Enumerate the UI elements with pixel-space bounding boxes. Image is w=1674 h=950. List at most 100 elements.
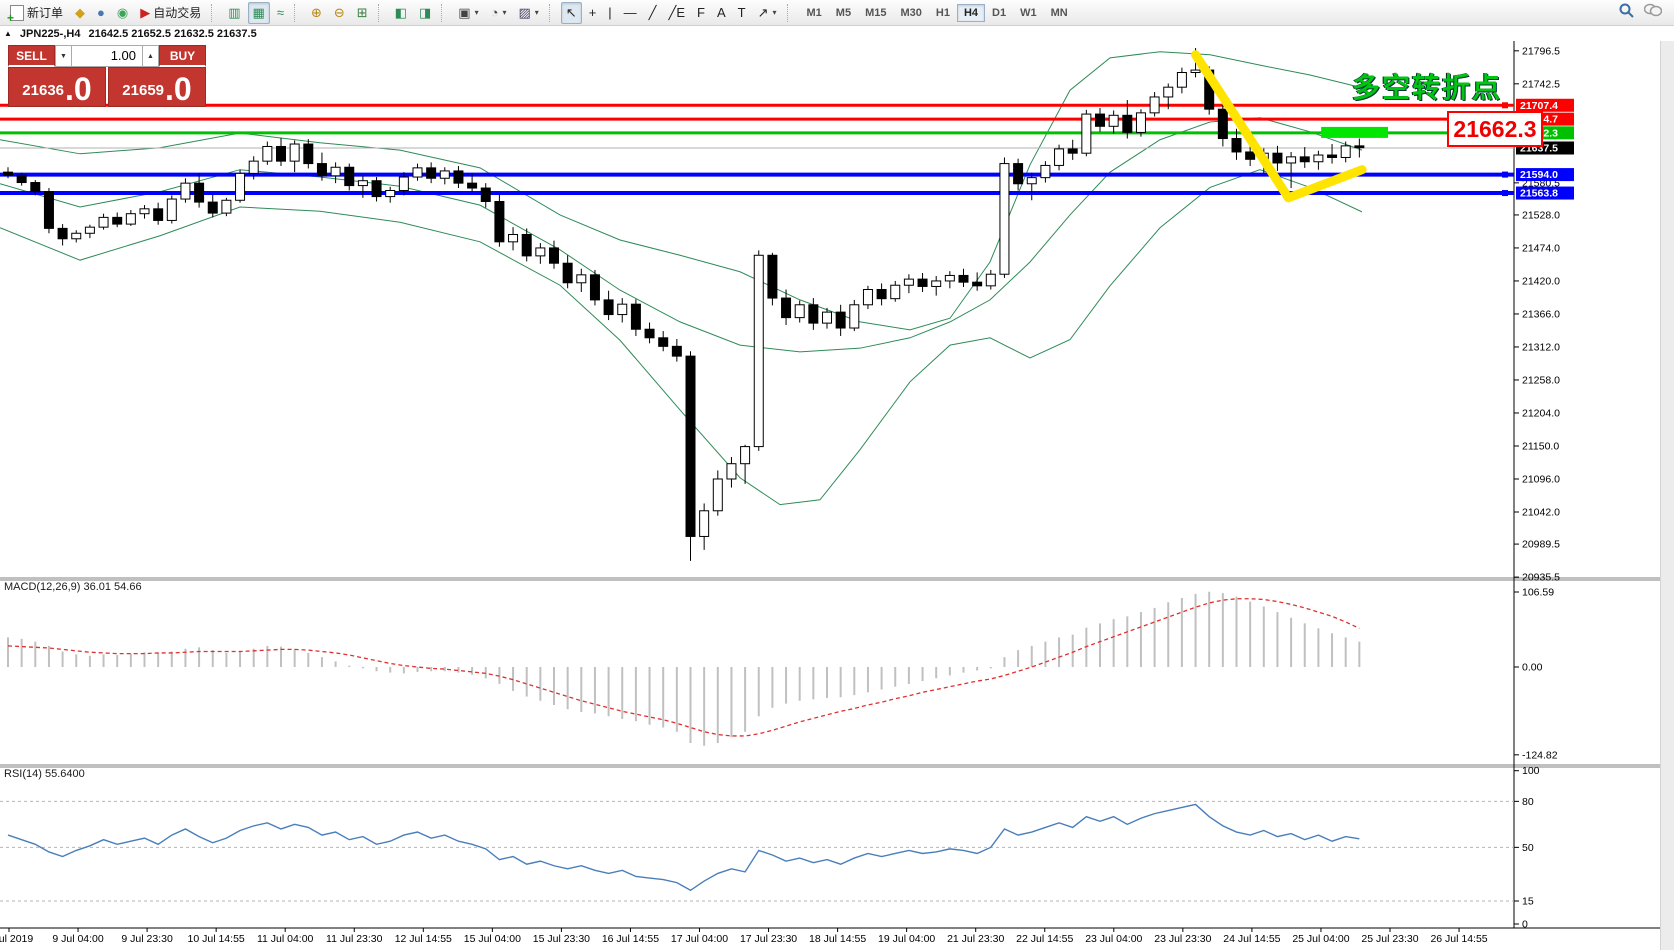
timeframe-m15[interactable]: M15	[865, 6, 887, 19]
toolbar-separator	[786, 3, 795, 22]
text-button[interactable]: A	[712, 2, 731, 24]
timeframe-m30[interactable]: M30	[900, 6, 922, 19]
green-highlight-box[interactable]	[1321, 126, 1389, 138]
yellow-trend-marker[interactable]	[1191, 50, 1367, 203]
bar-chart-icon: ▥	[228, 5, 241, 20]
line-chart-button[interactable]: ≈	[272, 2, 289, 24]
candlestick-chart-button[interactable]: ▦	[247, 1, 270, 24]
candlestick-chart-icon: ▦	[252, 5, 265, 20]
macd-indicator-label: MACD(12,26,9) 36.01 54.66	[4, 581, 142, 593]
tile-windows-button[interactable]: ⊞	[352, 2, 373, 24]
new-order-button[interactable]: 新订单	[5, 2, 68, 25]
channel-icon: ╱E	[668, 5, 686, 20]
horizontal-line-button[interactable]: —	[619, 2, 642, 24]
toolbar-separator	[211, 3, 219, 22]
chart-shift-button[interactable]: ◨	[414, 2, 436, 24]
svg-text:21 Jul 23:30: 21 Jul 23:30	[947, 933, 1004, 945]
buy-price-main: 21659	[122, 82, 165, 99]
sell-price-button[interactable]: 21636 .0	[8, 67, 106, 107]
collapse-icon[interactable]: ▲	[4, 29, 12, 38]
scroll-to-end-button[interactable]: ◧	[390, 2, 412, 24]
zoom-out-button[interactable]: ⊖	[329, 2, 350, 24]
svg-text:15: 15	[1522, 896, 1534, 908]
scroll-to-end-icon: ◧	[394, 5, 407, 20]
svg-text:21258.0: 21258.0	[1522, 374, 1560, 386]
timeframe-h4[interactable]: H4	[956, 3, 985, 22]
volume-up-button[interactable]: ▲	[142, 45, 159, 67]
timeframe-h1[interactable]: H1	[935, 6, 950, 19]
volume-dropdown-button[interactable]: ▼	[55, 45, 72, 67]
line-chart-icon: ≈	[276, 5, 284, 20]
signals-icon-icon: ◉	[116, 5, 129, 20]
text-label-button[interactable]: T	[733, 2, 751, 24]
svg-text:15 Jul 23:30: 15 Jul 23:30	[533, 933, 590, 945]
vertical-line-button[interactable]: |	[603, 2, 616, 24]
autotrading-button-label: 自动交易	[153, 6, 202, 20]
new-order-icon	[7, 4, 24, 25]
timeframe-d1[interactable]: D1	[992, 6, 1007, 19]
svg-text:21204.0: 21204.0	[1522, 407, 1560, 419]
timeframe-m5[interactable]: M5	[835, 6, 852, 19]
search-icon[interactable]	[1619, 3, 1634, 23]
svg-text:21420.0: 21420.0	[1522, 275, 1560, 287]
sell-button[interactable]: SELL	[8, 45, 55, 67]
arrows-button[interactable]: ↗ ▾	[753, 2, 782, 24]
bollinger-lower-band	[0, 169, 1363, 506]
svg-text:18 Jul 14:55: 18 Jul 14:55	[809, 933, 866, 945]
zoom-in-button[interactable]: ⊕	[306, 2, 327, 24]
community-icon-button[interactable]: ●	[92, 2, 110, 24]
fibonacci-button[interactable]: F	[692, 2, 710, 24]
chat-icon[interactable]	[1643, 3, 1663, 23]
svg-text:-124.82: -124.82	[1522, 749, 1558, 761]
svg-text:0: 0	[1522, 919, 1528, 931]
svg-text:8 Jul 2019: 8 Jul 2019	[0, 933, 33, 945]
sell-price-main: 21636	[22, 82, 65, 99]
template-icon: ▨	[518, 5, 531, 20]
svg-text:80: 80	[1522, 796, 1534, 808]
autotrading-icon: ▶	[140, 5, 151, 20]
channel-button[interactable]: ╱E	[664, 2, 691, 24]
bollinger-upper-band	[0, 51, 1363, 331]
svg-text:16 Jul 14:55: 16 Jul 14:55	[602, 933, 659, 945]
styles-icon-button[interactable]: ◆	[70, 2, 90, 24]
chevron-down-icon: ▾	[772, 8, 777, 17]
text-icon: A	[716, 5, 726, 20]
ohlc-quotes: 21642.5 21652.5 21632.5 21637.5	[88, 27, 257, 40]
timeframe-w1[interactable]: W1	[1020, 6, 1037, 19]
quote-header: ▲ JPN225-,H4 21642.5 21652.5 21632.5 216…	[0, 26, 1674, 41]
svg-text:17 Jul 23:30: 17 Jul 23:30	[740, 933, 797, 945]
svg-text:25 Jul 23:30: 25 Jul 23:30	[1361, 933, 1418, 945]
rsi-indicator-label: RSI(14) 55.6400	[4, 768, 85, 780]
toolbar-separator	[441, 3, 449, 22]
bar-chart-button[interactable]: ▥	[223, 2, 245, 24]
crosshair-button[interactable]: +	[584, 2, 602, 24]
svg-text:21594.0: 21594.0	[1520, 169, 1558, 181]
price-callout-box: 21662.3	[1447, 111, 1543, 147]
buy-button[interactable]: BUY	[159, 45, 206, 67]
arrows-icon: ↗	[757, 5, 769, 20]
new-order-button-label: 新订单	[27, 6, 64, 20]
chevron-down-icon: ▾	[474, 8, 479, 17]
autotrading-button[interactable]: ▶ 自动交易	[135, 2, 206, 24]
horizontal-price-lines[interactable]	[0, 102, 1514, 197]
svg-text:106.59: 106.59	[1522, 587, 1554, 599]
trendline-button[interactable]: ╱	[644, 2, 662, 24]
sell-price-big: .0	[65, 71, 92, 107]
timeframe-mn[interactable]: MN	[1050, 6, 1068, 19]
candlesticks	[3, 48, 1365, 561]
volume-input[interactable]: 1.00	[72, 45, 142, 67]
new-chart-button[interactable]: ▣ ▾	[453, 2, 483, 24]
template-button[interactable]: ▨ ▾	[513, 2, 543, 24]
macd-signal-line	[7, 598, 1360, 737]
svg-text:50: 50	[1522, 842, 1534, 854]
chevron-down-icon: ▾	[502, 8, 507, 17]
buy-price-button[interactable]: 21659 .0	[108, 67, 206, 107]
svg-text:26 Jul 14:55: 26 Jul 14:55	[1430, 933, 1487, 945]
period-button[interactable]: ◔ ▾	[486, 2, 512, 24]
signals-icon-button[interactable]: ◉	[112, 2, 133, 24]
svg-text:21096.0: 21096.0	[1522, 473, 1560, 485]
timeframe-m1[interactable]: M1	[806, 6, 822, 19]
cursor-button[interactable]: ↖	[560, 1, 582, 24]
